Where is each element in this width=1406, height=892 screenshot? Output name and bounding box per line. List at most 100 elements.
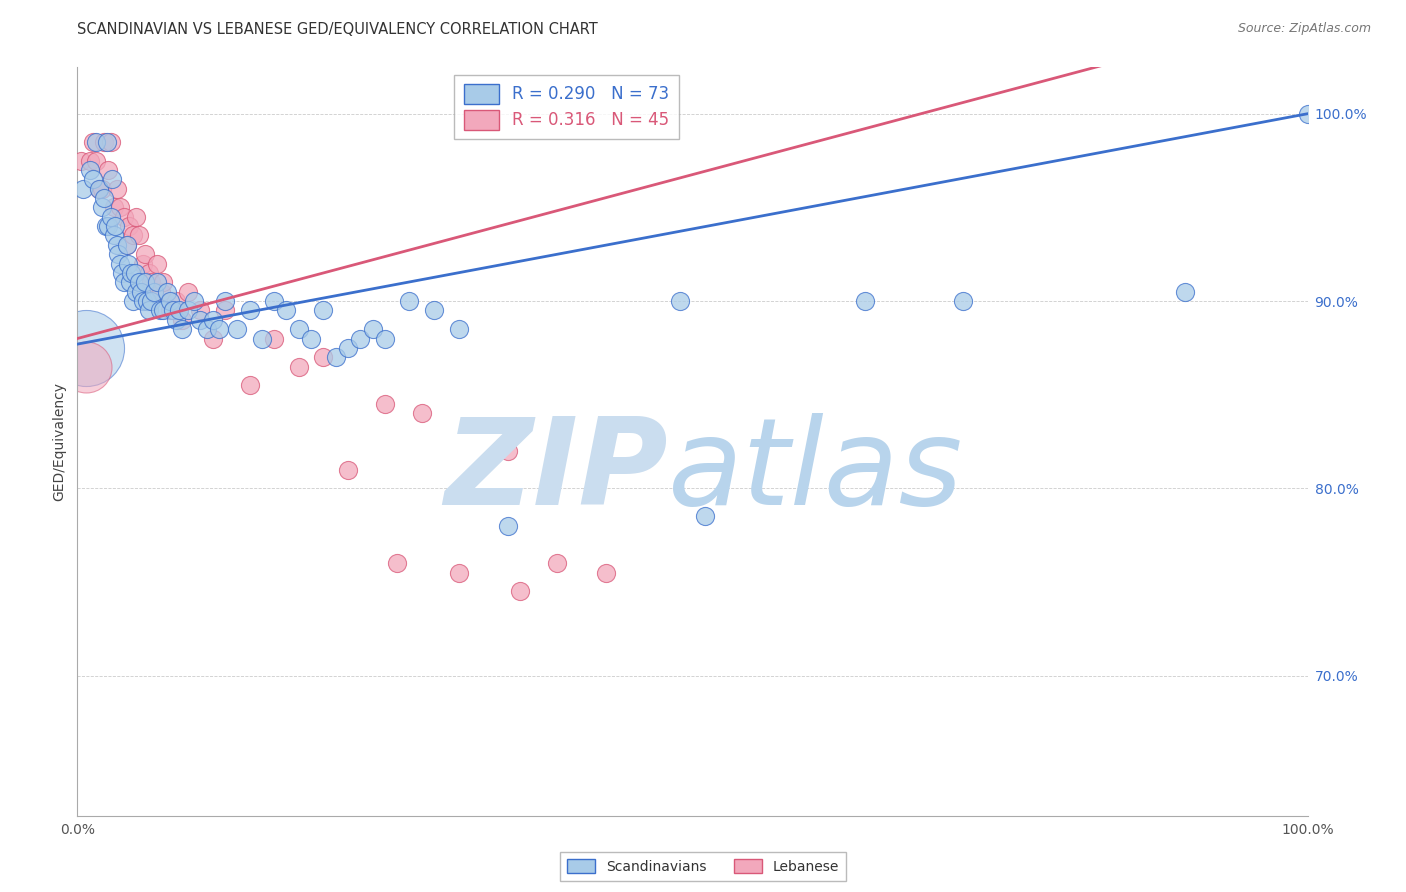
Point — [125, 210, 148, 224]
Point — [288, 359, 311, 374]
Point — [100, 135, 122, 149]
Point — [201, 332, 224, 346]
Point — [349, 332, 371, 346]
Point — [312, 351, 335, 365]
Point — [214, 303, 236, 318]
Point — [107, 247, 129, 261]
Legend: R = 0.290   N = 73, R = 0.316   N = 45: R = 0.290 N = 73, R = 0.316 N = 45 — [454, 75, 679, 139]
Point — [136, 293, 159, 308]
Point — [110, 257, 132, 271]
Point — [208, 322, 231, 336]
Point — [120, 275, 142, 289]
Point — [595, 566, 617, 580]
Point — [239, 378, 262, 392]
Point — [177, 303, 200, 318]
Point — [70, 153, 93, 168]
Point — [131, 293, 153, 308]
Point — [112, 275, 135, 289]
Point — [134, 275, 156, 289]
Point — [1174, 285, 1197, 299]
Point — [149, 303, 172, 318]
Point — [1296, 107, 1319, 121]
Point — [146, 257, 169, 271]
Point — [374, 332, 396, 346]
Point — [325, 351, 347, 365]
Point — [669, 293, 692, 308]
Point — [121, 293, 143, 308]
Point — [693, 509, 716, 524]
Point — [337, 462, 360, 476]
Point — [276, 303, 298, 318]
Point — [183, 293, 205, 308]
Point — [100, 210, 122, 224]
Point — [165, 293, 187, 308]
Point — [385, 557, 409, 571]
Point — [337, 341, 360, 355]
Point — [169, 303, 191, 318]
Point — [97, 163, 120, 178]
Point — [201, 312, 224, 326]
Point — [103, 228, 125, 243]
Point — [263, 332, 285, 346]
Point — [361, 322, 384, 336]
Point — [152, 275, 174, 289]
Point — [423, 303, 446, 318]
Point — [131, 257, 153, 271]
Point — [96, 135, 118, 149]
Point — [101, 172, 124, 186]
Point — [170, 322, 193, 336]
Point — [97, 219, 120, 234]
Point — [117, 257, 139, 271]
Point — [79, 163, 101, 178]
Point — [141, 275, 163, 289]
Point — [152, 303, 174, 318]
Point — [124, 266, 146, 280]
Point — [509, 584, 531, 599]
Point — [226, 322, 249, 336]
Point — [188, 312, 212, 326]
Point — [853, 293, 876, 308]
Point — [239, 303, 262, 318]
Point — [103, 201, 125, 215]
Point — [134, 247, 156, 261]
Point — [89, 182, 111, 196]
Point — [75, 341, 97, 355]
Point — [121, 228, 143, 243]
Point — [398, 293, 420, 308]
Point — [110, 201, 132, 215]
Point — [112, 210, 135, 224]
Point — [165, 312, 187, 326]
Point — [128, 275, 150, 289]
Point — [138, 303, 160, 318]
Point — [142, 285, 165, 299]
Legend: Scandinavians, Lebanese: Scandinavians, Lebanese — [560, 852, 846, 880]
Point — [79, 153, 101, 168]
Point — [121, 266, 143, 280]
Point — [115, 238, 138, 252]
Point — [111, 266, 132, 280]
Point — [188, 303, 212, 318]
Point — [105, 182, 128, 196]
Point — [90, 182, 114, 196]
Point — [94, 219, 117, 234]
Point — [374, 397, 396, 411]
Point — [105, 238, 128, 252]
Point — [146, 275, 169, 289]
Text: SCANDINAVIAN VS LEBANESE GED/EQUIVALENCY CORRELATION CHART: SCANDINAVIAN VS LEBANESE GED/EQUIVALENCY… — [77, 22, 598, 37]
Point — [214, 293, 236, 308]
Point — [177, 285, 200, 299]
Point — [263, 293, 285, 308]
Point — [84, 153, 107, 168]
Text: Source: ZipAtlas.com: Source: ZipAtlas.com — [1237, 22, 1371, 36]
Point — [195, 322, 218, 336]
Point — [447, 566, 470, 580]
Point — [299, 332, 322, 346]
Point — [159, 293, 181, 308]
Point — [93, 191, 115, 205]
Point — [118, 219, 141, 234]
Point — [952, 293, 974, 308]
Point — [288, 322, 311, 336]
Point — [82, 172, 104, 186]
Point — [138, 266, 160, 280]
Point — [89, 182, 111, 196]
